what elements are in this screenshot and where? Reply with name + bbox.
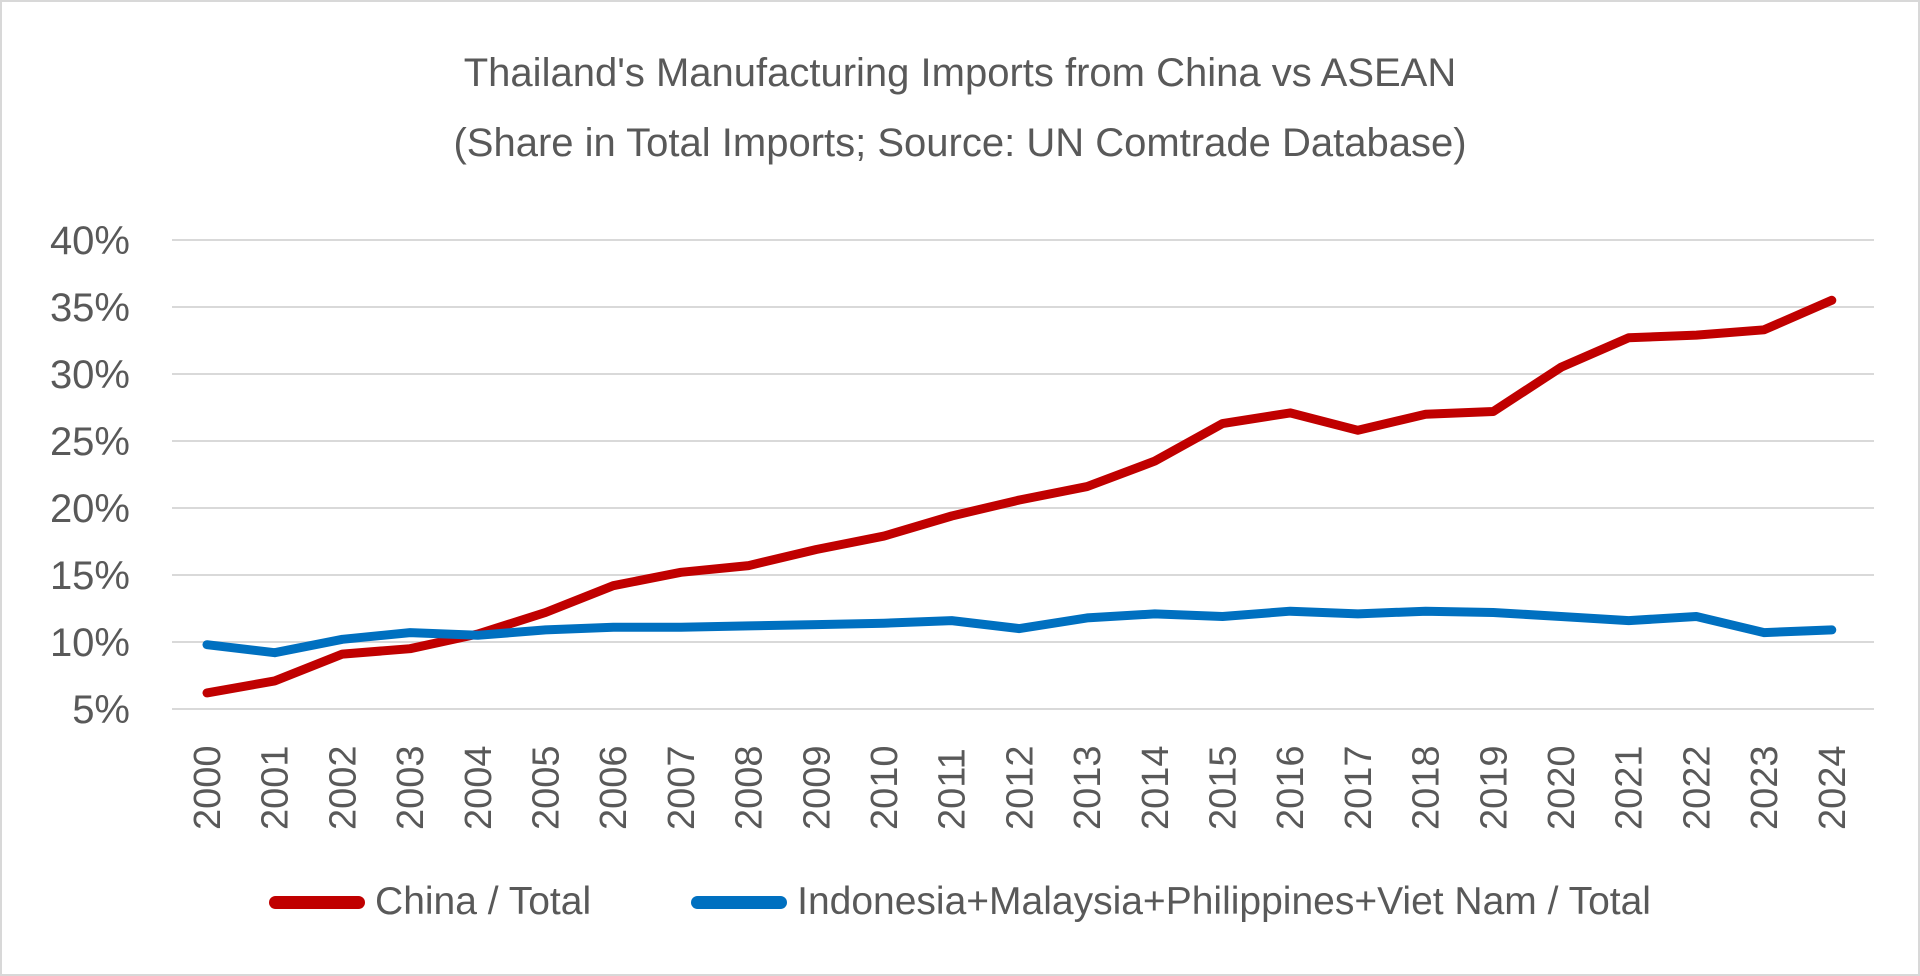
- y-axis-tick-40: 40%: [50, 219, 130, 263]
- y-axis-tick-15: 15%: [50, 554, 130, 598]
- china-series-label: China / Total: [375, 880, 592, 923]
- chart-title: Thailand's Manufacturing Imports from Ch…: [2, 38, 1918, 178]
- y-axis-tick-35: 35%: [50, 286, 130, 330]
- x-axis-tick-2009: 2009: [796, 745, 838, 830]
- x-axis-tick-2007: 2007: [661, 745, 703, 830]
- x-axis-tick-2021: 2021: [1609, 745, 1651, 830]
- x-axis-tick-2016: 2016: [1270, 745, 1312, 830]
- x-axis-tick-2018: 2018: [1406, 745, 1448, 830]
- x-axis-tick-2012: 2012: [999, 745, 1041, 830]
- x-axis-tick-2005: 2005: [526, 745, 568, 830]
- x-axis-tick-2008: 2008: [729, 745, 771, 830]
- x-axis-tick-2020: 2020: [1541, 745, 1583, 830]
- y-axis-tick-30: 30%: [50, 353, 130, 397]
- chart-title-line2: (Share in Total Imports; Source: UN Comt…: [453, 121, 1467, 165]
- y-axis-tick-25: 25%: [50, 420, 130, 464]
- x-axis-tick-2004: 2004: [458, 745, 500, 830]
- x-axis-tick-2019: 2019: [1473, 745, 1515, 830]
- x-axis-tick-2010: 2010: [864, 745, 906, 830]
- china-series-swatch: [269, 895, 366, 909]
- x-axis-tick-2000: 2000: [187, 745, 229, 830]
- x-axis-tick-2013: 2013: [1067, 745, 1109, 830]
- y-axis-tick-10: 10%: [50, 621, 130, 665]
- series-line-asean: [202, 606, 1837, 658]
- x-axis-tick-2024: 2024: [1812, 745, 1854, 830]
- legend-item-china: China / Total: [269, 880, 591, 924]
- x-axis-tick-2003: 2003: [390, 745, 432, 830]
- x-axis-tick-2023: 2023: [1744, 745, 1786, 830]
- chart-title-line1: Thailand's Manufacturing Imports from Ch…: [463, 51, 1457, 95]
- x-axis-tick-2001: 2001: [255, 745, 297, 830]
- x-axis-tick-2002: 2002: [322, 745, 364, 830]
- x-axis-tick-2015: 2015: [1203, 745, 1245, 830]
- y-axis-tick-5: 5%: [72, 688, 130, 732]
- x-axis-tick-2017: 2017: [1338, 745, 1380, 830]
- legend-item-asean: Indonesia+Malaysia+Philippines+Viet Nam …: [691, 880, 1651, 924]
- x-axis-tick-2011: 2011: [932, 748, 974, 830]
- x-axis-tick-2014: 2014: [1135, 745, 1177, 830]
- asean-series-swatch: [691, 895, 788, 909]
- y-axis-tick-20: 20%: [50, 487, 130, 531]
- x-axis-tick-2006: 2006: [593, 745, 635, 830]
- asean-series-label: Indonesia+Malaysia+Philippines+Viet Nam …: [797, 880, 1651, 923]
- legend: China / Total Indonesia+Malaysia+Philipp…: [2, 870, 1918, 934]
- x-axis-tick-2022: 2022: [1676, 745, 1718, 830]
